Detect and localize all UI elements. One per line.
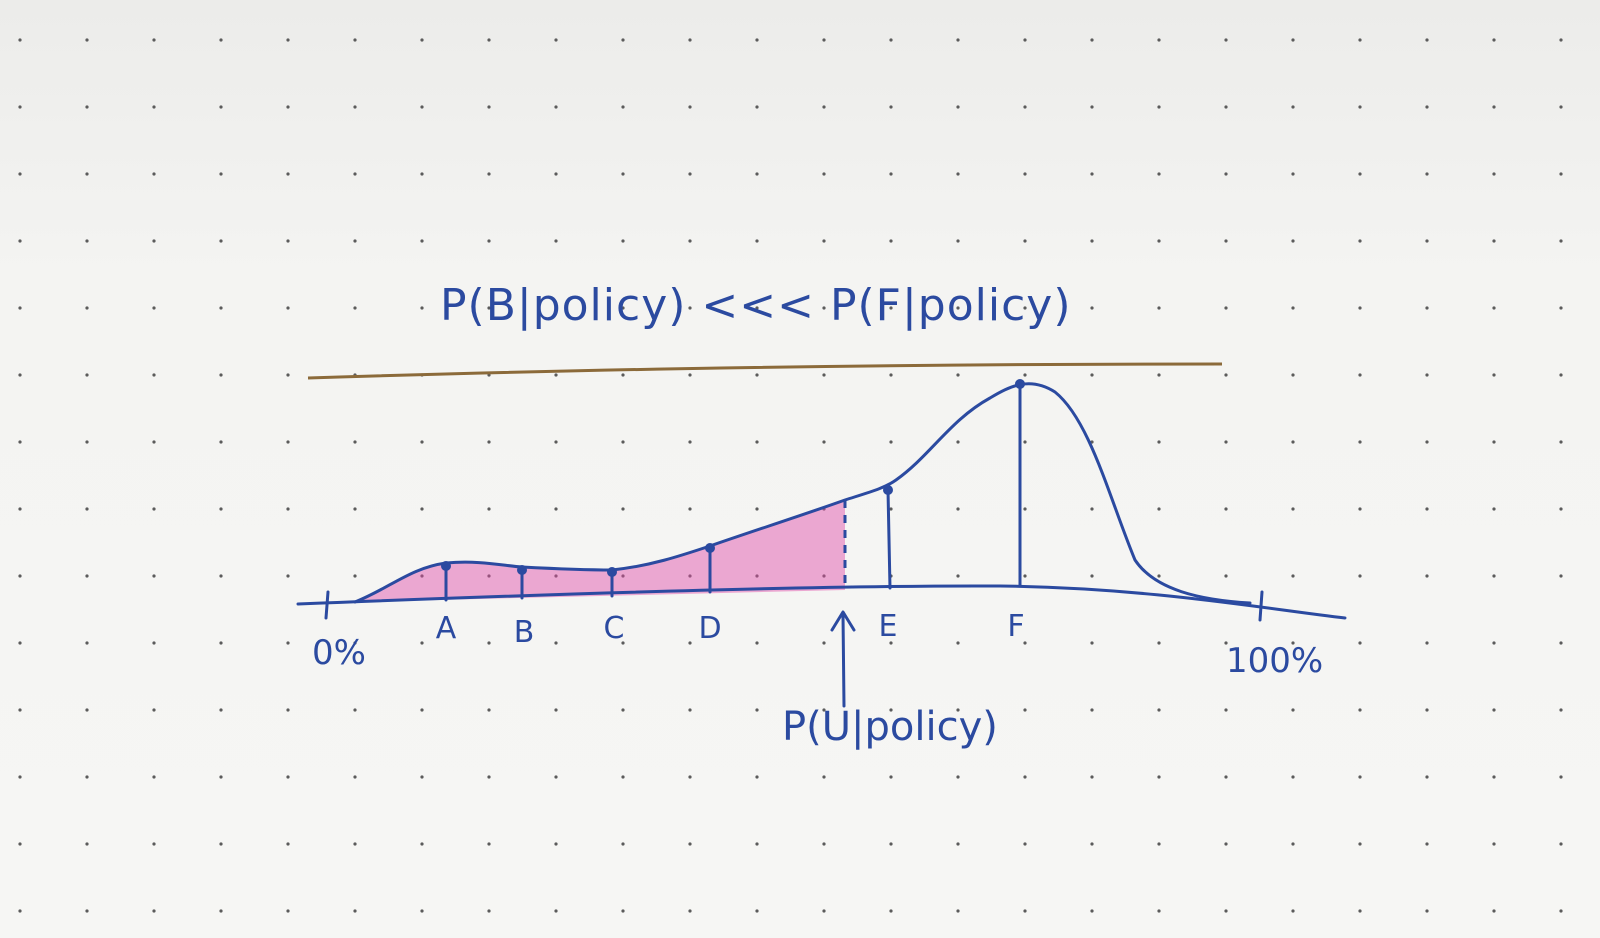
marker-E [883, 485, 893, 495]
marker-arrow-shaft [841, 612, 846, 708]
x-axis-line [296, 584, 1347, 620]
point-E [883, 485, 893, 590]
axis-tick-left [324, 590, 330, 620]
label-B: B [514, 615, 535, 650]
marker-arrow-head-icon [830, 610, 856, 632]
shaded-area [355, 500, 845, 602]
axis-label-100: 100% [1226, 641, 1323, 681]
point-B [517, 565, 527, 600]
marker-F [1015, 379, 1025, 389]
label-C: C [604, 611, 625, 646]
point-A [441, 561, 451, 602]
point-D [705, 543, 715, 594]
point-C [607, 567, 617, 598]
marker-C [607, 567, 617, 577]
marker-B [517, 565, 527, 575]
axis-label-0: 0% [312, 633, 366, 673]
label-D: D [698, 611, 721, 646]
label-E: E [879, 609, 898, 644]
density-curve [353, 382, 1252, 605]
marker-D [705, 543, 715, 553]
label-F: F [1007, 609, 1024, 644]
label-A: A [436, 611, 457, 646]
marker-A [441, 561, 451, 571]
title-text: P(B|policy) <<< P(F|policy) [440, 280, 1072, 331]
point-F [1015, 379, 1025, 588]
axis-tick-right [1258, 590, 1264, 622]
dropline-E [886, 488, 892, 590]
marker-label: P(U|policy) [782, 704, 998, 750]
divider-line [307, 362, 1223, 380]
